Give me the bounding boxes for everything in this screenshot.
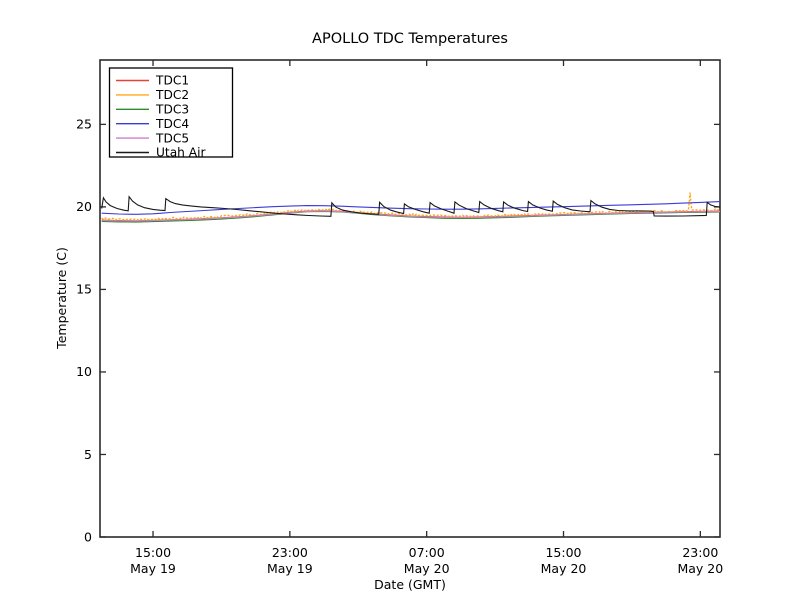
y-tick-label-5: 25 [76,117,92,132]
x-tick-label-time-2: 07:00 [409,545,445,560]
x-tick-label-time-0: 15:00 [135,545,171,560]
x-tick-label-date-4: May 20 [677,561,723,576]
x-axis-label: Date (GMT) [374,577,446,592]
legend-box [108,67,234,158]
y-tick-label-3: 15 [76,282,92,297]
y-tick-label-2: 10 [76,364,92,379]
legend-label-2: TDC3 [155,103,189,117]
x-tick-label-date-2: May 20 [404,561,450,576]
series-line-tdc2 [101,192,720,221]
x-tick-label-date-0: May 19 [130,561,176,576]
chart-title: APOLLO TDC Temperatures [312,31,508,47]
x-tick-label-time-3: 15:00 [545,545,581,560]
legend-label-3: TDC4 [155,117,189,131]
y-axis-label: Temperature (C) [54,247,69,350]
y-tick-label-0: 0 [84,529,92,544]
x-tick-label-time-4: 23:00 [682,545,718,560]
plot-series [101,192,720,223]
y-tick-label-4: 20 [76,199,92,214]
series-line-tdc4 [101,201,720,215]
legend-label-5: Utah Air [156,146,206,160]
x-tick-label-time-1: 23:00 [272,545,308,560]
series-line-utah-air [101,195,720,217]
x-tick-label-date-1: May 19 [267,561,313,576]
series-line-tdc5 [101,210,720,222]
legend-label-0: TDC1 [155,74,189,88]
axes-frame [99,59,721,538]
x-tick-label-date-3: May 20 [541,561,587,576]
legend-label-1: TDC2 [155,88,189,102]
y-tick-label-1: 5 [84,447,92,462]
legend-label-4: TDC5 [155,131,189,145]
